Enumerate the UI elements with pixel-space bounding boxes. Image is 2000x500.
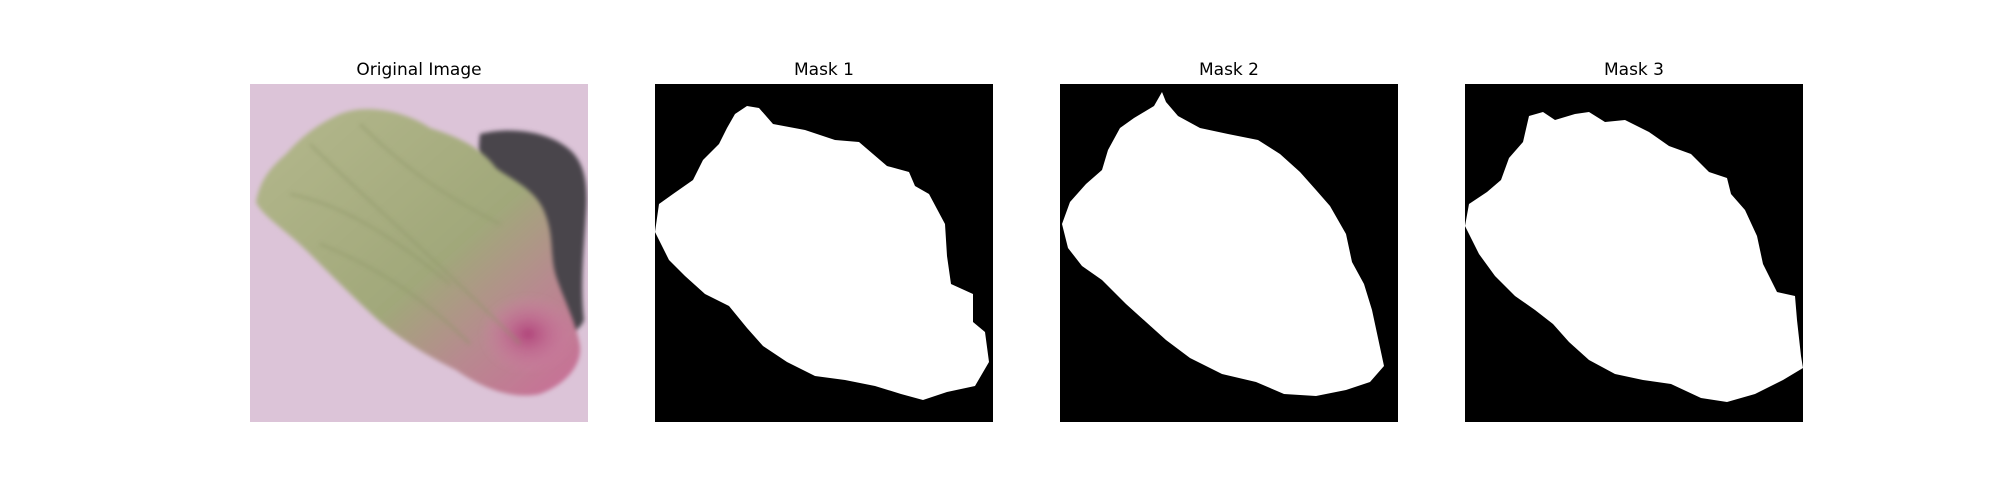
mask-foreground [1465, 112, 1803, 402]
panel-title: Original Image [356, 60, 482, 80]
panel-mask-3: Mask 3 [1465, 58, 1803, 422]
panel-original-image: Original Image [250, 58, 588, 422]
leaf-pink-patch [480, 294, 576, 374]
mask-foreground [655, 106, 989, 400]
mask-foreground [1062, 92, 1384, 396]
panel-title: Mask 3 [1603, 60, 1664, 80]
mask-3-image [1465, 84, 1803, 422]
panel-title: Mask 2 [1198, 60, 1259, 80]
mask-1-image [655, 84, 993, 422]
leaf-veins [289, 123, 521, 345]
panel-mask-1: Mask 1 [655, 58, 993, 422]
original-image [250, 84, 588, 422]
panel-mask-2: Mask 2 [1060, 58, 1398, 422]
mask-2-image [1060, 84, 1398, 422]
panel-title: Mask 1 [793, 60, 854, 80]
